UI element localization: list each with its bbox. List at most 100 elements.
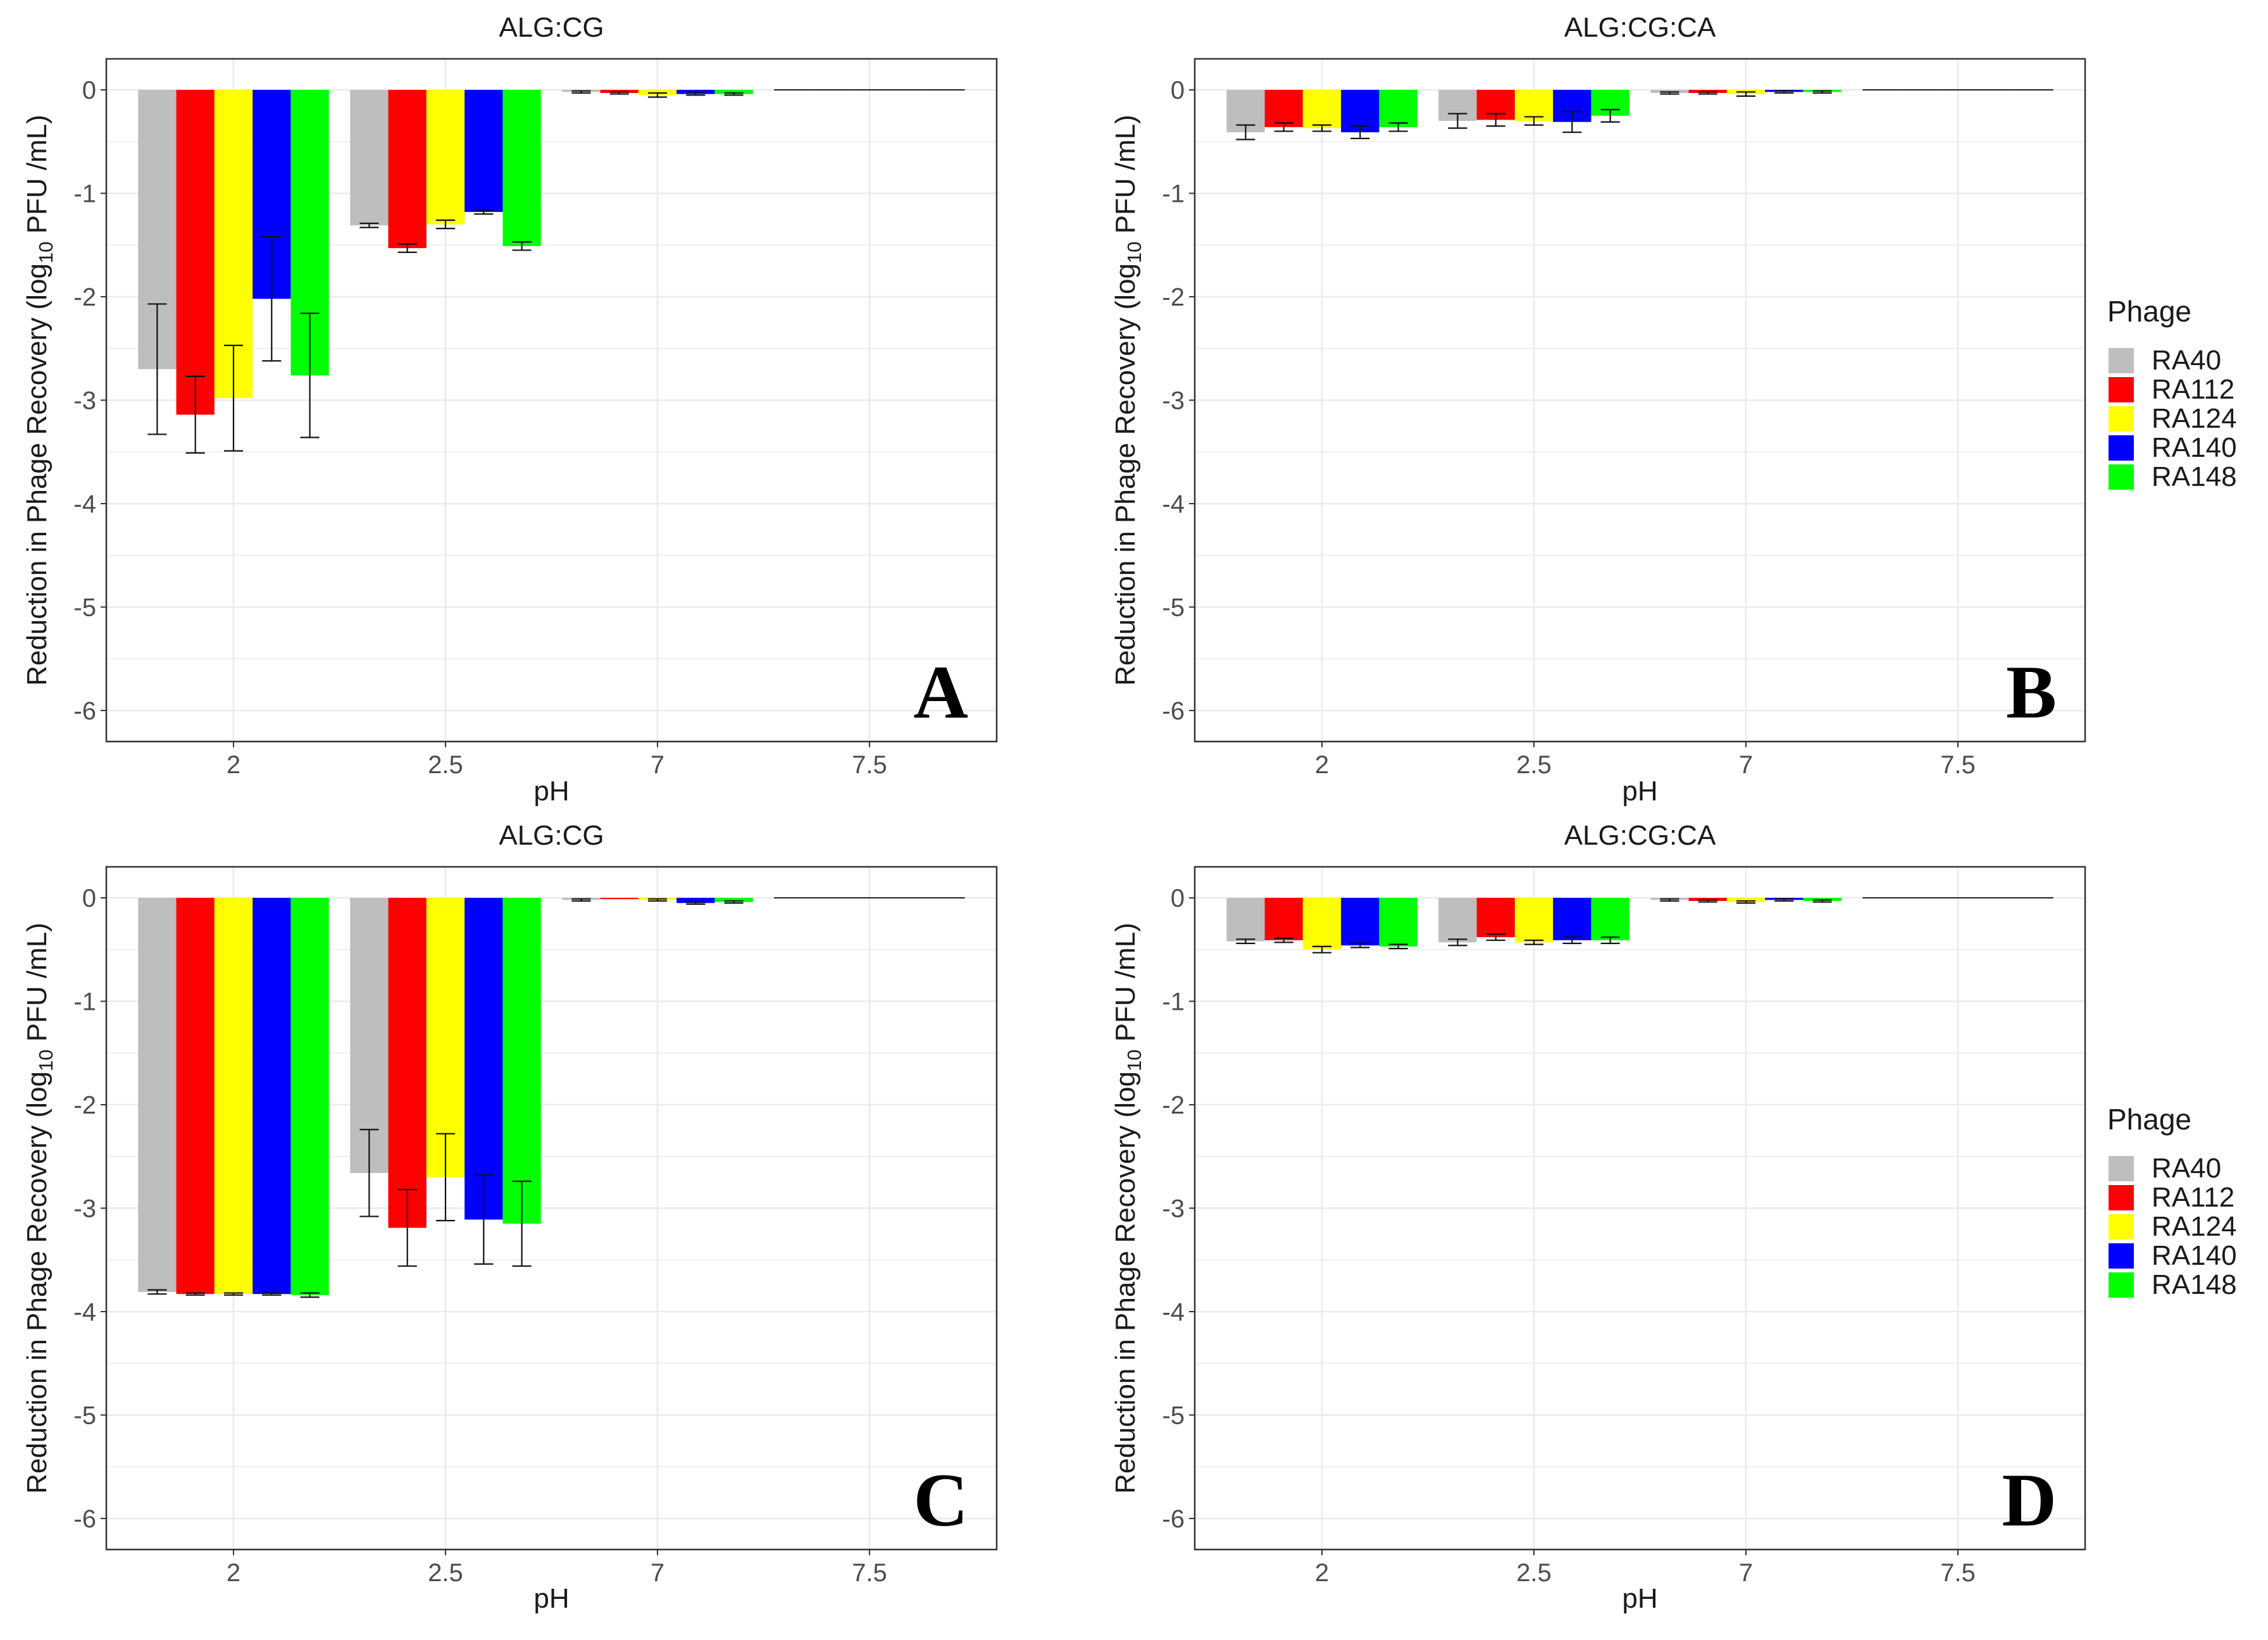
bar-ra112	[388, 90, 427, 249]
error-bar	[1774, 898, 1794, 902]
bar-ra140	[1341, 898, 1380, 946]
y-tick-label: -1	[1162, 180, 1185, 208]
error-bar	[1600, 936, 1620, 945]
panel-letter: D	[2002, 1458, 2057, 1542]
y-tick-label: -6	[1162, 697, 1185, 725]
bar-ra148	[1379, 898, 1418, 947]
y-tick-label: -2	[1162, 283, 1185, 311]
bars	[138, 89, 965, 454]
bar-ra140	[464, 898, 503, 1220]
bar-ra112	[1264, 898, 1303, 941]
error-bar	[397, 243, 417, 253]
panel-title: ALG:CG	[499, 820, 604, 851]
panel-frame	[1193, 58, 2086, 743]
bar-ra124	[426, 898, 465, 1177]
bars	[138, 897, 965, 1298]
y-axis-label: Reduction in Phage Recovery (log10 PFU /…	[1110, 922, 1145, 1494]
error-bar	[223, 344, 244, 452]
bar-ra148	[502, 90, 541, 246]
error-bar	[1236, 124, 1256, 140]
y-tick-label: -2	[1162, 1091, 1185, 1119]
gridlines	[1195, 867, 2085, 1550]
y-tick-label: -2	[73, 1091, 96, 1119]
error-bar	[686, 92, 706, 96]
y-tick-label: -1	[73, 988, 96, 1016]
error-bar	[359, 1129, 379, 1217]
y-tick-label: 0	[1171, 77, 1185, 104]
error-bar	[185, 375, 205, 454]
legend-swatch-ra40	[2109, 1156, 2134, 1181]
panel-title: ALG:CG:CA	[1564, 12, 1716, 43]
legend-label: RA40	[2152, 1153, 2221, 1184]
y-tick-label: -3	[1162, 387, 1185, 415]
error-bar	[474, 209, 494, 215]
legend-label: RA112	[2152, 374, 2234, 405]
error-bar	[1388, 943, 1408, 950]
error-bar	[1312, 124, 1332, 132]
error-bar	[647, 898, 668, 902]
x-tick-label: 7.5	[852, 751, 887, 779]
panel-d: 0 -1 -2 -3 -4 -5 -6 2 2.5 7 7.5 ALG:CG:CA pH Reductio…	[1110, 820, 2086, 1614]
panel-a: 0 -1 -2 -3 -4 -5 -6 2 2.5 7 7.5 ALG:CG pH Reduction i…	[22, 12, 998, 807]
panel-frame	[105, 866, 998, 1551]
panel-frame	[1193, 866, 2086, 1551]
x-axis-label: pH	[1622, 1583, 1657, 1614]
error-bar	[647, 92, 668, 98]
error-bar	[300, 313, 320, 438]
error-bar	[1562, 111, 1582, 134]
error-bar	[262, 236, 282, 362]
error-bar	[147, 1289, 167, 1295]
bar-ra140	[464, 90, 503, 212]
bar-ra148	[290, 898, 329, 1295]
y-tick-label: -5	[73, 593, 96, 621]
error-bar	[147, 303, 167, 435]
legend-label: RA140	[2152, 432, 2237, 463]
panel-c: 0 -1 -2 -3 -4 -5 -6 2 2.5 7 7.5 ALG:CG pH Reduction i…	[22, 820, 998, 1614]
error-bar	[1660, 91, 1679, 95]
y-axis-label: Reduction in Phage Recovery (log10 PFU /…	[22, 922, 57, 1494]
legend-swatch-ra40	[2109, 348, 2134, 373]
error-bar	[571, 90, 591, 94]
error-bar	[686, 901, 706, 905]
error-bar	[1812, 899, 1832, 903]
bar-ra140	[1341, 90, 1380, 133]
error-bar	[1388, 122, 1408, 132]
bar-ra112	[1264, 90, 1303, 127]
bars	[1226, 897, 2053, 954]
error-bar	[1660, 898, 1679, 902]
error-bar	[571, 898, 591, 902]
error-bar	[1736, 900, 1756, 904]
x-tick-label: 7	[651, 1559, 664, 1587]
error-bar	[1600, 109, 1620, 123]
bar-ra148	[1591, 898, 1629, 941]
bar-ra40	[350, 90, 389, 226]
error-bar	[300, 1292, 320, 1298]
error-bar	[1698, 91, 1717, 95]
bar-ra140	[252, 898, 291, 1295]
x-tick-label: 2.5	[1516, 1559, 1552, 1587]
error-bar	[1524, 939, 1544, 945]
legend-swatch-ra148	[2109, 1272, 2134, 1298]
bar-ra148	[714, 898, 753, 902]
x-tick-label: 2	[227, 751, 240, 779]
y-tick-label: 0	[1171, 885, 1185, 912]
legend-swatch-ra124	[2109, 1214, 2134, 1239]
x-tick-label: 2.5	[428, 751, 463, 779]
error-bar	[1274, 122, 1293, 132]
bar-ra112	[388, 898, 427, 1228]
x-tick-label: 7	[1739, 1559, 1753, 1587]
legend-label: RA124	[2152, 1211, 2237, 1242]
bar-ra124	[214, 898, 253, 1295]
bar-ra40	[1438, 898, 1477, 943]
panel-b: 0 -1 -2 -3 -4 -5 -6 2 2.5 7 7.5 ALG:CG:CA pH Reductio…	[1110, 12, 2086, 807]
bar-ra40	[1226, 898, 1265, 941]
bar-ra112	[1476, 898, 1515, 938]
x-tick-label: 7.5	[852, 1559, 887, 1587]
legend-swatch-ra112	[2109, 1185, 2134, 1210]
legend-title: Phage	[2107, 1103, 2191, 1136]
error-bar	[1562, 936, 1582, 945]
bar-ra124	[1514, 90, 1554, 121]
bar-ra40	[350, 898, 389, 1173]
error-bar	[512, 241, 532, 251]
error-bar	[724, 900, 744, 904]
